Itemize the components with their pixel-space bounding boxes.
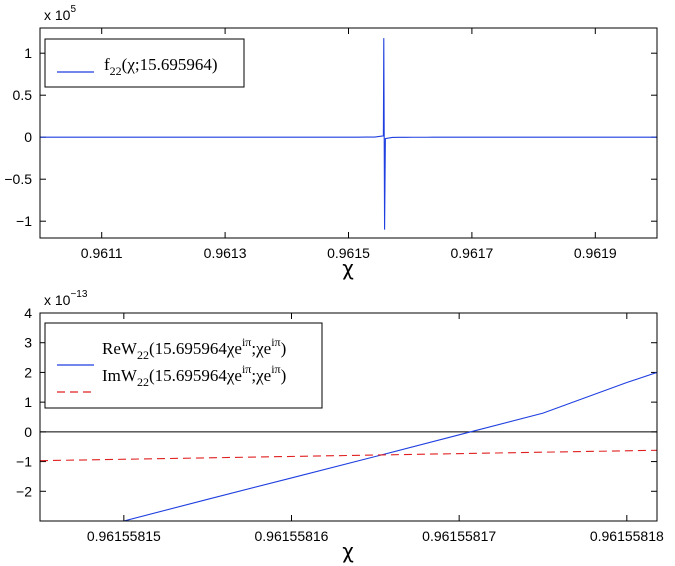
bottom-x-tick-label: 0.96155815 — [87, 528, 161, 544]
top-y-tick-label: −1 — [16, 213, 32, 229]
top-x-tick-label: 0.9611 — [81, 245, 123, 261]
top-plot-ticks: 0.9611 0.9613 0.9615 0.9617 0.9619 −1 −0.5 0 0.5… — [4, 28, 657, 261]
bottom-plot-series — [40, 371, 657, 521]
top-x-tick-label: 0.9615 — [327, 245, 370, 261]
top-x-tick-label: 0.9617 — [450, 245, 493, 261]
top-legend: f22(χ;15.695964) — [44, 38, 245, 88]
top-plot-series — [40, 38, 657, 230]
bottom-y-tick-label: 3 — [24, 335, 32, 351]
bottom-series-line-re — [121, 371, 657, 521]
top-plot-frame — [39, 27, 658, 239]
top-legend-box — [44, 38, 245, 88]
bottom-x-tick-label: 0.96155816 — [255, 528, 329, 544]
top-x-tick-label: 0.9619 — [574, 245, 617, 261]
bottom-plot: x 10−13 0.96155815 0.96155816 0.96155817 0.… — [16, 289, 664, 563]
bottom-y-tick-label: −1 — [16, 454, 32, 470]
top-legend-label: f22(χ;15.695964) — [104, 55, 218, 78]
bottom-legend-label-im: ImW22(15.695964χeiπ;χeiπ) — [102, 362, 286, 389]
top-series-line — [40, 38, 657, 230]
top-x-axis-title: χ — [342, 256, 354, 280]
bottom-x-axis-title: χ — [342, 539, 354, 563]
bottom-scale-label: x 10−13 — [44, 289, 88, 308]
top-y-tick-label: 0 — [24, 129, 32, 145]
top-y-tick-label: 1 — [24, 45, 32, 61]
top-plot: x 105 0.9611 0.9613 0.9615 0.9617 0.9619 −1 −0… — [4, 4, 658, 280]
bottom-plot-ticks: 0.96155815 0.96155816 0.96155817 0.96155818… — [16, 305, 664, 544]
bottom-series-line-im — [40, 449, 657, 462]
top-scale-label: x 105 — [44, 4, 76, 23]
bottom-legend: ReW22(15.695964χeiπ;χeiπ) ImW22(15.69596… — [44, 322, 323, 409]
top-y-tick-label: 0.5 — [13, 87, 33, 103]
bottom-y-tick-label: 1 — [24, 394, 32, 410]
bottom-legend-label-re: ReW22(15.695964χeiπ;χeiπ) — [102, 335, 286, 362]
top-x-tick-label: 0.9613 — [204, 245, 247, 261]
bottom-plot-frame — [39, 312, 658, 522]
bottom-y-tick-label: 2 — [24, 364, 32, 380]
bottom-y-tick-label: 0 — [24, 424, 32, 440]
bottom-x-tick-label: 0.96155818 — [590, 528, 664, 544]
bottom-x-tick-label: 0.96155817 — [422, 528, 496, 544]
bottom-y-tick-label: 4 — [24, 305, 32, 321]
top-y-tick-label: −0.5 — [4, 171, 32, 187]
bottom-y-tick-label: −2 — [16, 483, 32, 499]
